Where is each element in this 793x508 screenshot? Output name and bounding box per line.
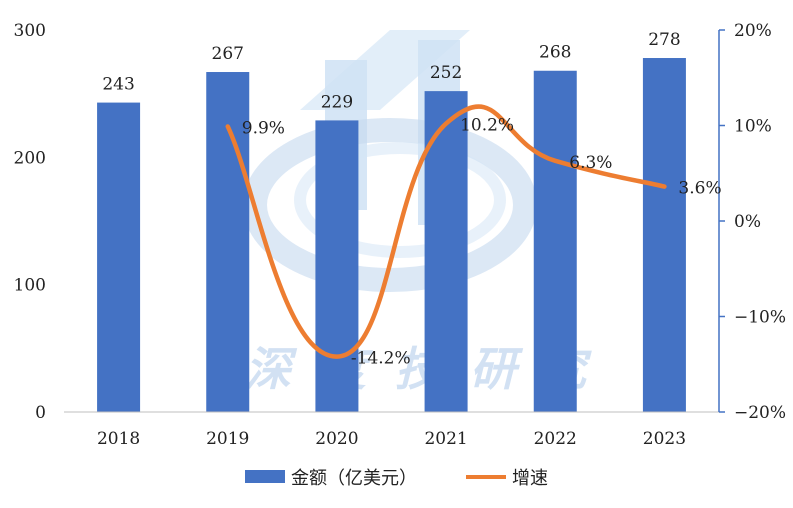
- left-tick-label: 200: [14, 148, 46, 168]
- legend: 金额（亿美元） 增速: [245, 468, 548, 489]
- x-tick-label: 2022: [534, 429, 577, 449]
- right-tick-label: −20%: [734, 403, 786, 423]
- right-tick-label: −10%: [734, 308, 786, 328]
- growth-value-label: 6.3%: [569, 153, 612, 173]
- bar-value-label: 243: [102, 75, 134, 95]
- left-tick-label: 100: [14, 276, 46, 296]
- right-tick-label: 10%: [734, 117, 772, 137]
- legend-label-line: 增速: [512, 468, 548, 489]
- bar-2023: [642, 58, 686, 412]
- right-tick-label: 0%: [734, 212, 761, 232]
- growth-value-label: -14.2%: [351, 349, 411, 369]
- legend-label-bar: 金额（亿美元）: [291, 468, 417, 489]
- growth-line: [225, 104, 667, 359]
- bar-value-label: 252: [430, 63, 462, 83]
- x-tick-label: 2023: [643, 429, 686, 449]
- left-tick-label: 300: [14, 21, 46, 41]
- bar-value-label: 268: [539, 43, 571, 63]
- left-tick-label: 0: [35, 403, 46, 423]
- watermark-roof: [300, 30, 470, 110]
- x-tick-label: 2019: [206, 429, 249, 449]
- bar-value-label: 229: [321, 92, 353, 112]
- x-tick-label: 2020: [315, 429, 358, 449]
- watermark-glyph: 研: [470, 342, 524, 396]
- growth-value-label: 3.6%: [678, 179, 721, 199]
- bar-2022: [533, 70, 577, 412]
- bar-value-label: 278: [648, 30, 680, 50]
- bar-2018: [97, 102, 141, 412]
- bar-2020: [315, 120, 359, 412]
- growth-value-label: 9.9%: [242, 118, 285, 138]
- right-tick-label: 20%: [734, 21, 772, 41]
- watermark-ring-inner: [294, 142, 506, 258]
- x-tick-label: 2018: [97, 429, 140, 449]
- growth-value-label: 10.2%: [460, 116, 514, 136]
- legend-swatch-bar: [245, 470, 285, 483]
- x-tick-label: 2021: [424, 429, 467, 449]
- bar-value-label: 267: [212, 44, 244, 64]
- watermark-glyph: 深: [245, 342, 298, 396]
